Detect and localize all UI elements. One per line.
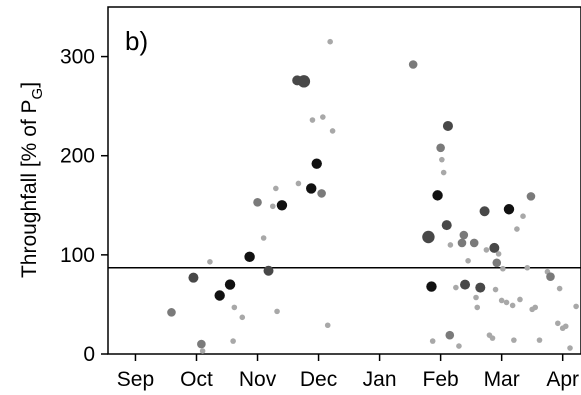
data-point-16 [274, 308, 280, 315]
data-point-79 [567, 345, 573, 351]
data-point-61 [503, 299, 510, 306]
y-tick-label-2: 200 [60, 145, 95, 168]
data-point-34 [436, 143, 445, 153]
data-point-11 [253, 198, 262, 207]
data-point-40 [447, 242, 454, 248]
x-tick-label-dec: Dec [300, 368, 337, 391]
y-axis: 0 100 200 300 [60, 46, 108, 366]
data-point-76 [556, 285, 563, 292]
data-point-27 [327, 38, 333, 45]
plot-frame [107, 6, 581, 355]
data-point-26 [324, 322, 331, 329]
data-point-25 [320, 114, 326, 120]
data-point-38 [442, 120, 453, 131]
data-point-75 [555, 320, 561, 327]
data-point-15 [273, 185, 279, 192]
data-point-55 [489, 242, 500, 253]
data-point-20 [297, 75, 311, 88]
data-point-1 [188, 272, 199, 283]
data-point-41 [453, 284, 459, 291]
data-point-64 [511, 337, 517, 343]
data-point-14 [269, 203, 276, 210]
svg-text:Throughfall [% of PG]: Throughfall [% of PG] [18, 82, 46, 278]
data-point-29 [408, 60, 418, 69]
data-point-4 [207, 258, 213, 265]
y-tick-label-0: 0 [83, 343, 95, 366]
data-point-59 [498, 297, 505, 304]
data-point-2 [197, 339, 206, 349]
data-point-13 [263, 265, 274, 276]
data-point-6 [224, 279, 236, 290]
x-tick-label-feb: Feb [423, 368, 459, 391]
data-point-44 [459, 230, 469, 240]
panel-label: b) [125, 26, 148, 56]
data-point-24 [317, 189, 326, 198]
y-axis-label-subscript: G [29, 88, 46, 100]
data-point-72 [536, 337, 543, 343]
data-point-5 [214, 290, 225, 301]
y-axis-label-main: Throughfall [% of P [18, 99, 41, 278]
data-point-36 [440, 169, 447, 176]
data-point-48 [473, 294, 479, 301]
data-point-39 [445, 330, 455, 340]
data-point-68 [524, 264, 531, 271]
data-point-32 [429, 338, 436, 344]
data-point-7 [230, 338, 236, 344]
data-points [167, 38, 579, 354]
data-point-28 [329, 128, 336, 134]
y-tick-label-1: 100 [60, 244, 95, 267]
data-point-0 [167, 308, 176, 317]
data-point-21 [306, 183, 317, 194]
x-tick-label-nov: Nov [239, 368, 277, 391]
data-point-50 [475, 282, 486, 293]
data-point-66 [517, 296, 523, 303]
data-point-37 [441, 220, 452, 231]
data-point-62 [503, 204, 515, 215]
data-point-51 [479, 206, 490, 217]
data-point-60 [500, 265, 506, 272]
y-axis-label-end: ] [18, 82, 41, 88]
data-point-10 [244, 251, 255, 263]
data-point-80 [573, 303, 579, 310]
data-point-47 [469, 238, 479, 248]
data-point-65 [514, 226, 520, 232]
data-point-9 [239, 314, 246, 321]
x-tick-label-oct: Oct [180, 368, 213, 391]
data-point-45 [460, 279, 471, 290]
data-point-3 [199, 348, 206, 354]
data-point-74 [546, 272, 555, 281]
data-point-63 [509, 302, 516, 309]
x-tick-label-mar: Mar [484, 368, 520, 391]
data-point-22 [309, 117, 316, 123]
data-point-33 [432, 190, 443, 201]
data-point-23 [311, 158, 322, 169]
data-point-54 [489, 335, 496, 341]
data-point-43 [457, 238, 467, 248]
data-point-56 [492, 286, 499, 293]
data-point-19 [295, 180, 302, 187]
data-point-49 [474, 304, 481, 311]
data-point-69 [526, 192, 536, 201]
data-point-30 [422, 230, 435, 244]
data-point-31 [426, 281, 437, 292]
data-point-58 [495, 251, 502, 257]
data-point-46 [465, 258, 471, 264]
y-tick-label-3: 300 [60, 46, 95, 69]
x-axis: Sep Oct Nov Dec Jan Feb Mar Apr [117, 354, 579, 391]
data-point-35 [439, 156, 445, 163]
x-tick-label-jan: Jan [363, 368, 397, 391]
data-point-8 [231, 304, 238, 311]
x-tick-label-sep: Sep [117, 368, 154, 391]
data-point-67 [520, 213, 526, 219]
y-axis-label: Throughfall [% of PG] [18, 82, 46, 278]
data-point-57 [492, 258, 502, 268]
data-point-71 [532, 304, 539, 311]
data-point-52 [483, 247, 490, 253]
x-tick-label-apr: Apr [546, 368, 579, 391]
data-point-12 [260, 235, 267, 241]
data-point-42 [456, 343, 462, 349]
data-point-17 [276, 200, 288, 211]
data-point-78 [562, 323, 569, 330]
